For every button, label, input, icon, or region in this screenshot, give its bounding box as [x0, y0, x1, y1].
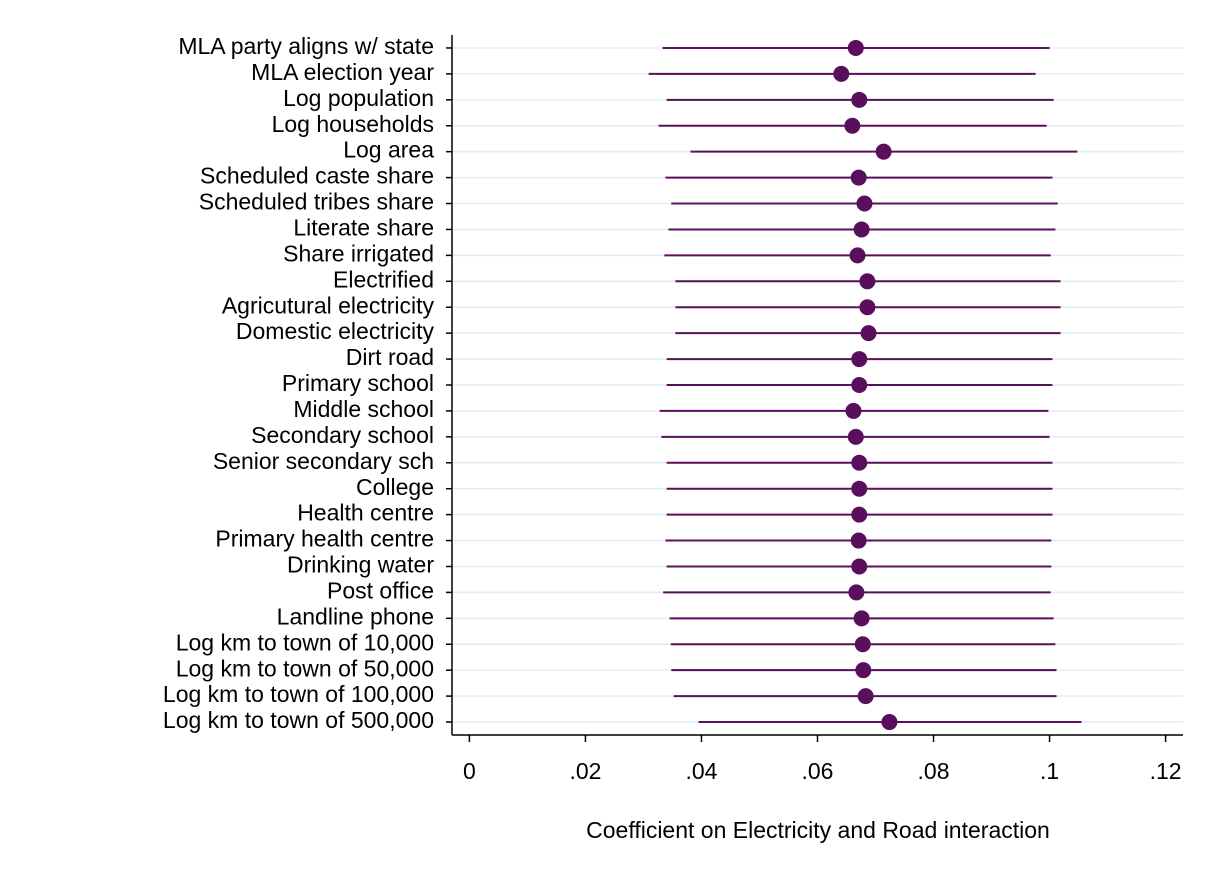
- point-estimate: [844, 117, 861, 134]
- y-tick-label: Log population: [283, 85, 434, 111]
- point-estimate: [859, 273, 876, 290]
- point-estimate: [854, 636, 871, 653]
- point-estimate: [851, 377, 868, 393]
- point-estimate: [857, 688, 874, 705]
- point-estimate: [851, 506, 868, 523]
- y-tick-label: Log km to town of 50,000: [176, 655, 434, 681]
- y-tick-label: Middle school: [293, 396, 434, 422]
- x-tick-label: .1: [1040, 758, 1059, 784]
- y-tick-label: MLA election year: [251, 59, 434, 85]
- y-tick-label: Secondary school: [251, 422, 434, 448]
- y-tick-label: Log km to town of 100,000: [163, 681, 434, 707]
- y-tick-label: Agricutural electricity: [222, 292, 435, 318]
- x-axis-title: Coefficient on Electricity and Road inte…: [586, 817, 1050, 843]
- y-tick-label: Log households: [272, 111, 434, 137]
- point-estimate: [859, 299, 876, 316]
- point-estimate: [851, 351, 868, 368]
- y-tick-label: Health centre: [297, 500, 434, 526]
- x-tick-label: .08: [918, 758, 950, 784]
- point-estimate: [850, 532, 867, 549]
- point-estimate: [847, 39, 864, 56]
- y-tick-label: Log km to town of 10,000: [176, 629, 434, 655]
- y-tick-label: Domestic electricity: [236, 318, 435, 344]
- point-estimate: [850, 169, 867, 186]
- y-tick-label: College: [356, 474, 434, 500]
- y-tick-label: Electrified: [333, 266, 434, 292]
- y-tick-label: Drinking water: [287, 552, 434, 578]
- point-estimate: [853, 221, 870, 238]
- point-estimate: [851, 454, 868, 471]
- y-tick-label: MLA party aligns w/ state: [178, 33, 434, 59]
- point-estimate: [849, 247, 866, 264]
- point-estimate: [881, 714, 898, 731]
- y-tick-label: Senior secondary sch: [213, 448, 434, 474]
- y-tick-label: Literate share: [293, 215, 434, 241]
- point-estimate: [851, 558, 868, 575]
- point-estimate: [851, 91, 868, 108]
- y-tick-label: Post office: [327, 577, 434, 603]
- y-tick-label: Log area: [343, 137, 434, 163]
- x-tick-label: .06: [802, 758, 834, 784]
- y-tick-label: Primary school: [282, 370, 434, 396]
- point-estimate: [860, 325, 877, 342]
- x-tick-label: .02: [569, 758, 601, 784]
- x-tick-label: 0: [463, 758, 476, 784]
- point-estimate: [851, 480, 868, 497]
- point-estimate: [855, 662, 872, 679]
- point-estimate: [875, 143, 892, 160]
- point-estimate: [848, 584, 865, 601]
- x-tick-label: .04: [685, 758, 717, 784]
- y-tick-label: Landline phone: [277, 603, 434, 629]
- y-tick-label: Scheduled tribes share: [199, 189, 434, 215]
- y-tick-label: Primary health centre: [215, 526, 434, 552]
- point-estimate: [856, 195, 873, 212]
- y-tick-label: Scheduled caste share: [200, 163, 434, 189]
- point-estimate: [847, 428, 864, 445]
- point-estimate: [853, 610, 870, 627]
- point-estimate: [833, 65, 850, 82]
- y-tick-label: Log km to town of 500,000: [163, 707, 434, 733]
- y-tick-label: Dirt road: [346, 344, 434, 370]
- point-estimate: [845, 402, 862, 419]
- y-tick-label: Share irrigated: [283, 240, 434, 266]
- x-tick-label: .12: [1150, 758, 1182, 784]
